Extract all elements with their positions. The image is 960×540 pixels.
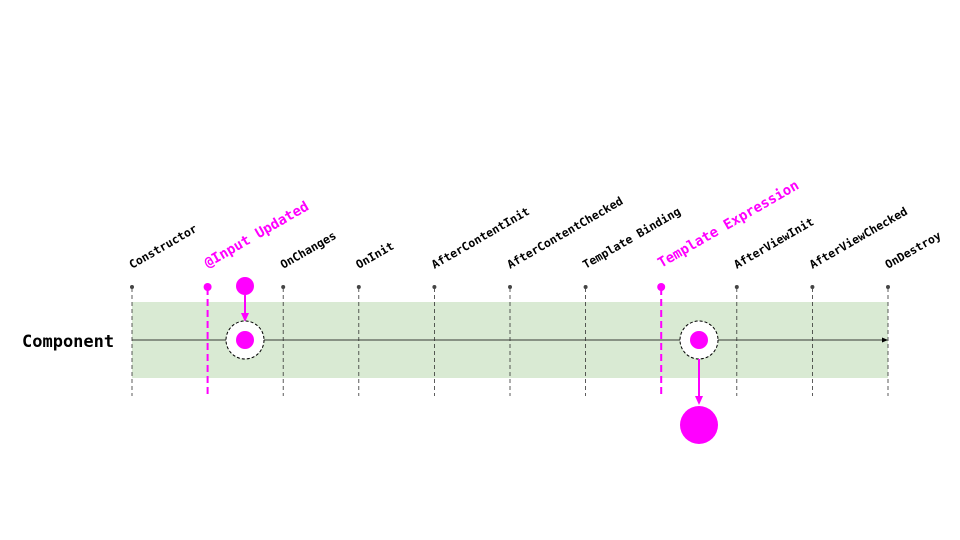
guide-dot-aftercontentchecked: [508, 285, 512, 289]
event-guides: [130, 283, 890, 396]
input-flow-arrowhead: [241, 313, 249, 322]
expression-change-marble: [690, 331, 708, 349]
guide-dot-template-expression: [657, 283, 666, 291]
event-label-constructor: Constructor: [127, 221, 200, 271]
guide-dot-template-binding: [583, 285, 588, 289]
guide-dot-ondestroy: [886, 285, 890, 289]
incoming-input-marble: [236, 277, 254, 295]
input-change-marble: [236, 331, 254, 349]
expression-flow-arrowhead: [695, 396, 703, 405]
guide-dot-onchanges: [281, 285, 286, 289]
guide-dot-aftercontentinit: [432, 285, 437, 289]
guide-dot-afterviewchecked: [810, 285, 815, 289]
guide-dot-oninit: [356, 285, 361, 289]
guide-dot-input-updated: [203, 283, 212, 291]
event-label-onchanges: OnChanges: [278, 228, 339, 271]
timeline-arrowhead: [882, 337, 888, 343]
guide-dot-afterviewinit: [734, 285, 739, 289]
outgoing-expression-marble: [680, 406, 718, 444]
row-label: Component: [22, 332, 114, 352]
event-label-ondestroy: OnDestroy: [883, 228, 944, 271]
guide-dot-constructor: [130, 285, 134, 289]
event-label-oninit: OnInit: [353, 239, 396, 272]
event-label-template-expression: Template Expression: [655, 178, 802, 272]
